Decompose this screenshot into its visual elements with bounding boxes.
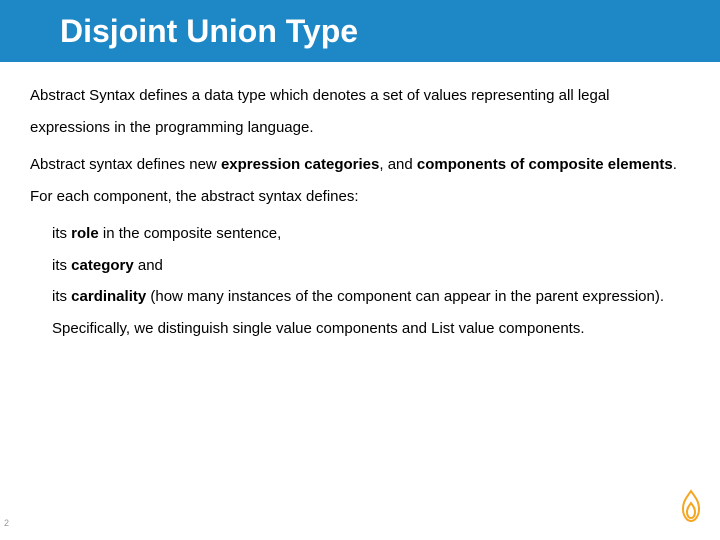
bullet-1: its role in the composite sentence, bbox=[52, 218, 690, 250]
slide-header: Disjoint Union Type bbox=[0, 0, 720, 62]
page-number: 2 bbox=[4, 518, 9, 528]
slide-body: Abstract Syntax defines a data type whic… bbox=[0, 62, 720, 344]
b2-c: and bbox=[134, 257, 163, 274]
para2-b-bold: expression categories bbox=[221, 156, 379, 173]
bullet-list: its role in the composite sentence, its … bbox=[30, 212, 690, 344]
b1-b-bold: role bbox=[71, 225, 99, 242]
bullet-2: its category and bbox=[52, 250, 690, 282]
b3-b-bold: cardinality bbox=[71, 288, 146, 305]
b3-a: its bbox=[52, 288, 71, 305]
para1-text: Abstract Syntax defines a data type whic… bbox=[30, 87, 610, 136]
para2-d-bold: components of composite elements bbox=[417, 156, 673, 173]
paragraph-2: Abstract syntax defines new expression c… bbox=[30, 149, 690, 212]
para2-a: Abstract syntax defines new bbox=[30, 156, 221, 173]
slide-title: Disjoint Union Type bbox=[60, 13, 358, 50]
b2-a: its bbox=[52, 257, 71, 274]
b2-b-bold: category bbox=[71, 257, 134, 274]
bullet-3: its cardinality (how many instances of t… bbox=[52, 281, 690, 344]
flame-logo-icon bbox=[678, 489, 704, 528]
para2-c: , and bbox=[379, 156, 417, 173]
paragraph-1: Abstract Syntax defines a data type whic… bbox=[30, 80, 690, 143]
b1-c: in the composite sentence, bbox=[99, 225, 282, 242]
b1-a: its bbox=[52, 225, 71, 242]
